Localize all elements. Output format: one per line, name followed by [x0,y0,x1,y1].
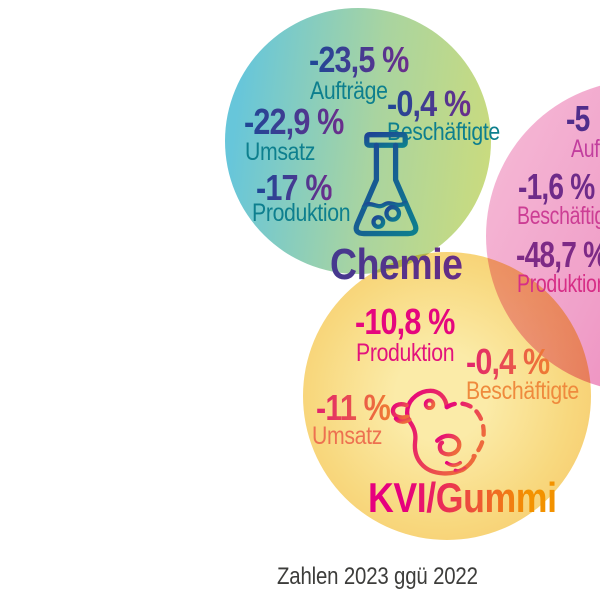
kvi-umsatz-label: Umsatz [312,422,382,450]
partial-produktion-value: -48,7 % [516,234,600,275]
chemie-auftraege-value: -23,5 % [309,39,409,80]
chemie-produktion-value: -17 % [256,167,333,208]
kvi-gummi-bubble [303,252,591,540]
chemie-bubble-title: Chemie [330,240,463,289]
duck-icon [390,388,486,476]
caption: Zahlen 2023 ggü 2022 [277,563,478,590]
chemie-auftraege-label: Aufträge [310,77,388,105]
partial-produktion-label: Produktion [517,270,600,298]
kvi-umsatz-value: -11 % [316,387,391,428]
partial-auftraege-value: -5 [566,98,590,139]
chemie-umsatz-value: -22,9 % [244,101,344,142]
kvi-beschaeftigte-value: -0,4 % [466,341,550,382]
kvi-produktion-value: -10,8 % [355,301,455,342]
chemie-umsatz-label: Umsatz [245,138,315,166]
kvi-produktion-label: Produktion [356,339,455,367]
partial-beschaeftigte-label: Beschäftigte [517,202,600,230]
partial-auftraege-label: Aufträge [571,135,600,163]
chemie-produktion-label: Produktion [252,199,351,227]
chemie-beschaeftigte-value: -0,4 % [387,83,471,124]
kvi-bubble-title: KVI/Gummi [368,474,557,521]
kvi-beschaeftigte-label: Beschäftigte [466,377,579,405]
flask-icon [353,132,419,237]
partial-beschaeftigte-value: -1,6 % [518,166,595,207]
